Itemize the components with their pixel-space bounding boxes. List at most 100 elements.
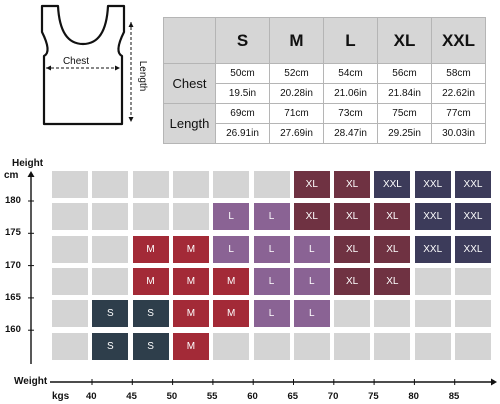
size-cell-xl: XL [334, 267, 371, 295]
size-cell-l: L [253, 235, 290, 263]
weight-tick-label: 70 [327, 391, 339, 402]
chest-cm-row: Chest 50cm 52cm 54cm 56cm 58cm [163, 63, 486, 104]
size-cell-l: L [213, 235, 250, 263]
empty-cell [52, 300, 88, 328]
height-tick-label: 160 [5, 324, 21, 336]
empty-cell [52, 203, 88, 231]
empty-cell [334, 332, 371, 360]
table-cell: 58cm [431, 63, 486, 84]
height-tick-label: 165 [5, 291, 21, 303]
empty-cell [172, 203, 209, 231]
table-cell: 28.47in [323, 123, 378, 144]
empty-cell [52, 171, 88, 198]
table-cell: 26.91in [215, 123, 270, 144]
weight-axis-unit: kgs [52, 391, 70, 402]
table-cell: 54cm [323, 63, 378, 84]
table-cell: 75cm [377, 103, 432, 124]
table-cell: 27.69in [269, 123, 324, 144]
size-header-xxl: XXL [431, 17, 486, 64]
size-cell-xl: XL [293, 203, 330, 231]
chest-row-header: Chest [163, 63, 216, 104]
empty-cell [374, 332, 411, 360]
weight-tick-label: 55 [206, 391, 218, 402]
empty-cell [92, 235, 129, 263]
table-corner [163, 17, 216, 64]
length-in-row: 26.91in 27.69in 28.47in 29.25in 30.03in [164, 123, 486, 144]
size-cell-xl: XL [374, 203, 411, 231]
size-cell-xl: XL [293, 171, 330, 198]
empty-cell [132, 203, 169, 231]
weight-tick-label: 80 [408, 391, 419, 402]
table-cell: 50cm [215, 63, 270, 84]
size-cell-xl: XL [334, 171, 371, 198]
weight-tick-label: 85 [448, 391, 460, 402]
table-cell: 20.28in [269, 83, 324, 104]
size-cell-l: L [293, 235, 330, 263]
weight-tick-label: 60 [247, 391, 258, 402]
size-header-m: M [269, 17, 324, 64]
weight-tick-label: 45 [126, 391, 137, 402]
empty-cell [213, 171, 250, 198]
size-header-xl: XL [377, 17, 432, 64]
table-cell: 73cm [323, 103, 378, 124]
size-cell-l: L [253, 300, 290, 328]
length-label: Length [137, 61, 148, 92]
size-cell-m: M [132, 267, 169, 295]
empty-cell [52, 267, 88, 295]
weight-axis-title: Weight [14, 376, 48, 387]
table-cell: 52cm [269, 63, 324, 84]
empty-cell [172, 171, 209, 198]
empty-cell [414, 300, 451, 328]
size-cell-l: L [253, 267, 290, 295]
size-cell-m: M [213, 300, 250, 328]
size-cell-xxl: XXL [414, 235, 451, 263]
empty-cell [414, 267, 451, 295]
table-cell: 69cm [215, 103, 270, 124]
size-cell-l: L [293, 300, 330, 328]
size-header-row: S M L XL XXL [163, 17, 486, 64]
size-cell-s: S [132, 300, 169, 328]
chest-label: Chest [63, 56, 89, 67]
size-cell-xl: XL [374, 267, 411, 295]
length-row-header: Length [163, 103, 216, 144]
size-cell-xl: XL [374, 235, 411, 263]
table-cell: 22.62in [431, 83, 486, 104]
empty-cell [52, 235, 88, 263]
table-cell: 71cm [269, 103, 324, 124]
empty-cell [455, 267, 491, 295]
empty-cell [92, 171, 129, 198]
size-cell-xl: XL [334, 203, 371, 231]
table-cell: 56cm [377, 63, 432, 84]
empty-cell [213, 332, 250, 360]
empty-cell [293, 332, 330, 360]
size-cell-m: M [172, 300, 209, 328]
size-cell-xxl: XXL [414, 203, 451, 231]
table-cell: 77cm [431, 103, 486, 124]
size-cell-l: L [213, 203, 250, 231]
size-cell-xl: XL [334, 235, 371, 263]
size-cell-xxl: XXL [374, 171, 411, 198]
weight-tick-label: 75 [368, 391, 379, 402]
empty-cell [374, 300, 411, 328]
height-tick-label: 180 [5, 195, 21, 206]
empty-cell [132, 171, 169, 198]
size-table: S M L XL XXL Chest 50cm 52cm 54cm 56cm 5… [163, 17, 486, 144]
tank-top-diagram: Chest Length [40, 4, 148, 126]
size-cell-s: S [92, 300, 129, 328]
size-header-l: L [323, 17, 378, 64]
height-axis-arrow-icon [27, 171, 35, 177]
size-cell-m: M [132, 235, 169, 263]
size-cell-l: L [293, 267, 330, 295]
size-header-s: S [215, 17, 270, 64]
table-cell: 30.03in [431, 123, 486, 144]
tank-top-outline [40, 4, 126, 126]
table-cell: 29.25in [377, 123, 432, 144]
height-axis-title: Height [12, 158, 44, 169]
empty-cell [414, 332, 451, 360]
empty-cell [253, 332, 290, 360]
table-cell: 21.06in [323, 83, 378, 104]
size-cell-xxl: XXL [414, 171, 451, 198]
size-cell-m: M [172, 332, 209, 360]
size-cell-xxl: XXL [455, 235, 491, 263]
weight-tick-label: 40 [86, 391, 97, 402]
